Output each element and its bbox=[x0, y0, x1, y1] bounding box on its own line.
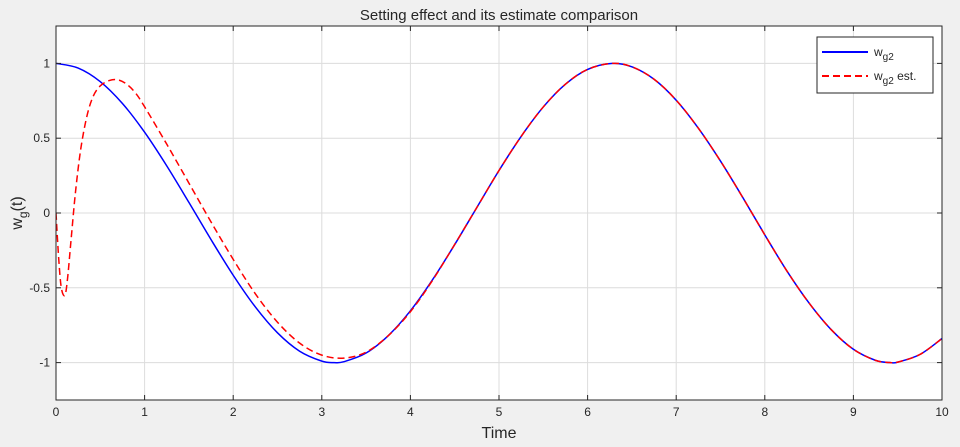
x-tick-label: 8 bbox=[761, 405, 768, 419]
legend-entry-w-g2-est-rest: est. bbox=[894, 69, 917, 83]
x-tick-label: 3 bbox=[318, 405, 325, 419]
y-tick-label: 0.5 bbox=[33, 131, 50, 145]
y-tick-label: 0 bbox=[43, 206, 50, 220]
legend-entry-w-g2-est-base: w bbox=[873, 69, 883, 83]
y-axis-label-rest: (t) bbox=[9, 196, 26, 211]
legend-entry-w-g2: wg2 bbox=[873, 45, 894, 63]
x-tick-label: 10 bbox=[935, 405, 949, 419]
legend: wg2 wg2 est. bbox=[816, 36, 934, 94]
legend-entry-w-g2-sub: g2 bbox=[883, 52, 895, 63]
x-tick-label: 2 bbox=[230, 405, 237, 419]
x-tick-label: 0 bbox=[53, 405, 60, 419]
y-axis-label-sub: g bbox=[16, 211, 30, 218]
x-tick-label: 1 bbox=[141, 405, 148, 419]
series-line-w-g2-est bbox=[56, 62, 942, 364]
series-group bbox=[56, 62, 942, 364]
ticks: 0 1 2 3 4 5 6 7 8 9 10 -1 -0.5 0 0.5 1 bbox=[29, 26, 949, 419]
legend-entry-w-g2-base: w bbox=[873, 45, 883, 59]
x-tick-label: 4 bbox=[407, 405, 414, 419]
x-tick-label: 7 bbox=[673, 405, 680, 419]
x-axis-label: Time bbox=[482, 425, 517, 442]
grid bbox=[55, 26, 943, 400]
legend-box bbox=[816, 36, 934, 94]
y-tick-label: -0.5 bbox=[29, 281, 50, 295]
y-tick-label: 1 bbox=[43, 56, 50, 70]
legend-entry-w-g2-est-sub: g2 bbox=[883, 76, 895, 87]
y-axis-label: wg(t) bbox=[9, 196, 30, 230]
x-tick-label: 5 bbox=[496, 405, 503, 419]
y-axis-label-base: w bbox=[9, 218, 26, 231]
chart-title: Setting effect and its estimate comparis… bbox=[360, 7, 638, 24]
x-tick-label: 6 bbox=[584, 405, 591, 419]
legend-entry-w-g2-est: wg2 est. bbox=[873, 69, 916, 87]
y-tick-label: -1 bbox=[39, 356, 50, 370]
x-tick-label: 9 bbox=[850, 405, 857, 419]
